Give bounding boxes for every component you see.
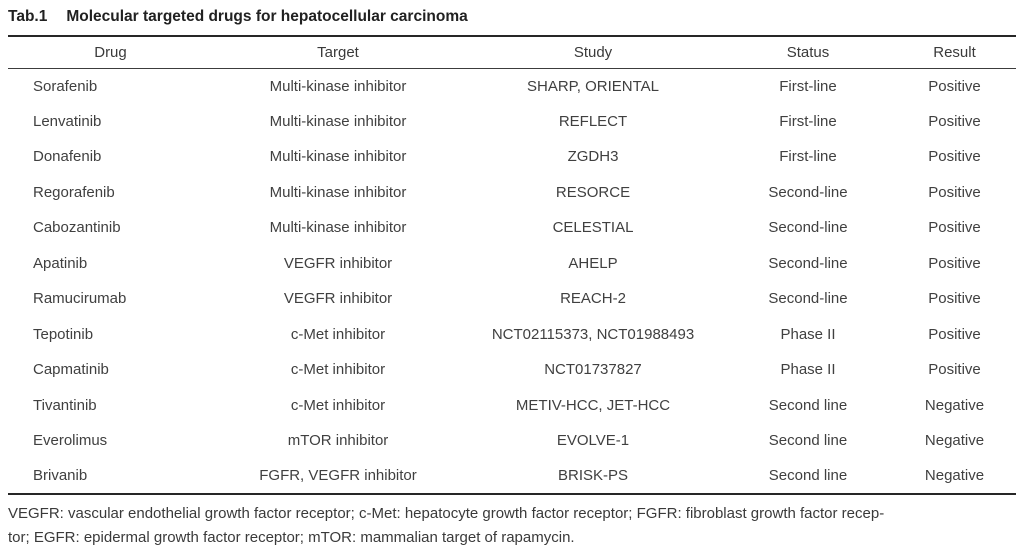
cell-target: Multi-kinase inhibitor [269, 77, 407, 95]
cell-target: c-Met inhibitor [290, 325, 386, 343]
cell-study: SHARP, ORIENTAL [527, 77, 659, 95]
table-row: Sorafenib Multi-kinase inhibitor SHARP, … [8, 68, 1016, 104]
cell-result: Negative [924, 432, 985, 450]
cell-drug: Regorafenib [33, 183, 115, 201]
cell-result: Positive [928, 183, 981, 201]
table-row: Ramucirumab VEGFR inhibitor REACH-2 Seco… [8, 281, 1016, 317]
table-row: Apatinib VEGFR inhibitor AHELP Second-li… [8, 246, 1016, 282]
col-header-target: Target [317, 43, 359, 61]
table-row: Donafenib Multi-kinase inhibitor ZGDH3 F… [8, 139, 1016, 175]
col-header-result: Result [933, 43, 976, 61]
cell-status: Second-line [768, 290, 848, 308]
table-row: Tepotinib c-Met inhibitor NCT02115373, N… [8, 317, 1016, 353]
cell-result: Negative [924, 467, 985, 485]
col-header-status: Status [786, 43, 830, 61]
cell-status: First-line [779, 112, 837, 130]
cell-target: Multi-kinase inhibitor [269, 219, 407, 237]
table-row: Everolimus mTOR inhibitor EVOLVE-1 Secon… [8, 423, 1016, 459]
cell-drug: Cabozantinib [33, 219, 121, 237]
cell-result: Positive [928, 112, 981, 130]
cell-target: Multi-kinase inhibitor [269, 183, 407, 201]
table-row: Capmatinib c-Met inhibitor NCT01737827 P… [8, 352, 1016, 388]
cell-status: Phase II [780, 361, 836, 379]
table-number: Tab.1 [8, 8, 48, 25]
cell-study: BRISK-PS [557, 467, 629, 485]
table-body: Sorafenib Multi-kinase inhibitor SHARP, … [8, 68, 1016, 494]
cell-drug: Sorafenib [33, 77, 98, 95]
table-row: Lenvatinib Multi-kinase inhibitor REFLEC… [8, 104, 1016, 140]
cell-status: First-line [779, 148, 837, 166]
cell-target: c-Met inhibitor [290, 396, 386, 414]
table-row: Regorafenib Multi-kinase inhibitor RESOR… [8, 175, 1016, 211]
cell-study: RESORCE [555, 183, 631, 201]
cell-status: Second-line [768, 183, 848, 201]
cell-target: VEGFR inhibitor [283, 290, 393, 308]
cell-target: FGFR, VEGFR inhibitor [259, 467, 417, 485]
cell-status: Second-line [768, 219, 848, 237]
header-row: Drug Target Study Status Result [8, 36, 1016, 68]
cell-drug: Brivanib [33, 467, 88, 485]
cell-drug: Lenvatinib [33, 112, 102, 130]
cell-drug: Apatinib [33, 254, 88, 272]
cell-study: REFLECT [558, 112, 628, 130]
cell-result: Positive [928, 361, 981, 379]
table-caption: Tab.1 Molecular targeted drugs for hepat… [8, 0, 1016, 33]
cell-status: Second line [768, 432, 848, 450]
cell-drug: Ramucirumab [33, 290, 127, 308]
cell-result: Positive [928, 254, 981, 272]
cell-status: First-line [779, 77, 837, 95]
table-row: Cabozantinib Multi-kinase inhibitor CELE… [8, 210, 1016, 246]
cell-study: NCT02115373, NCT01988493 [491, 325, 695, 343]
cell-study: NCT01737827 [544, 361, 642, 379]
drug-table: Drug Target Study Status Result Sorafeni… [8, 35, 1016, 495]
cell-study: AHELP [568, 254, 618, 272]
cell-result: Positive [928, 325, 981, 343]
cell-target: mTOR inhibitor [287, 432, 389, 450]
cell-study: CELESTIAL [552, 219, 634, 237]
paper-table-figure: Tab.1 Molecular targeted drugs for hepat… [8, 0, 1016, 549]
cell-target: Multi-kinase inhibitor [269, 112, 407, 130]
footnote: VEGFR: vascular endothelial growth facto… [8, 502, 1016, 549]
table-header: Drug Target Study Status Result [8, 36, 1016, 68]
cell-drug: Tivantinib [33, 396, 97, 414]
cell-study: EVOLVE-1 [556, 432, 630, 450]
col-header-drug: Drug [94, 43, 127, 61]
cell-status: Second line [768, 396, 848, 414]
cell-result: Positive [928, 219, 981, 237]
table-title: Molecular targeted drugs for hepatocellu… [66, 8, 468, 25]
cell-status: Second-line [768, 254, 848, 272]
footnote-line-1: VEGFR: vascular endothelial growth facto… [8, 505, 885, 522]
cell-result: Positive [928, 77, 981, 95]
cell-target: c-Met inhibitor [290, 361, 386, 379]
cell-result: Positive [928, 148, 981, 166]
footnote-line-2: tor; EGFR: epidermal growth factor recep… [8, 528, 575, 546]
cell-target: VEGFR inhibitor [283, 254, 393, 272]
col-header-study: Study [573, 43, 613, 61]
cell-study: ZGDH3 [567, 148, 619, 166]
cell-drug: Tepotinib [33, 325, 94, 343]
cell-result: Negative [924, 396, 985, 414]
cell-result: Positive [928, 290, 981, 308]
cell-drug: Capmatinib [33, 361, 109, 379]
cell-status: Second line [768, 467, 848, 485]
table-row: Brivanib FGFR, VEGFR inhibitor BRISK-PS … [8, 459, 1016, 495]
cell-study: REACH-2 [560, 290, 626, 308]
cell-drug: Everolimus [33, 432, 108, 450]
table-row: Tivantinib c-Met inhibitor METIV-HCC, JE… [8, 388, 1016, 424]
cell-status: Phase II [780, 325, 836, 343]
cell-drug: Donafenib [33, 148, 102, 166]
cell-study: METIV-HCC, JET-HCC [515, 396, 671, 414]
cell-target: Multi-kinase inhibitor [269, 148, 407, 166]
